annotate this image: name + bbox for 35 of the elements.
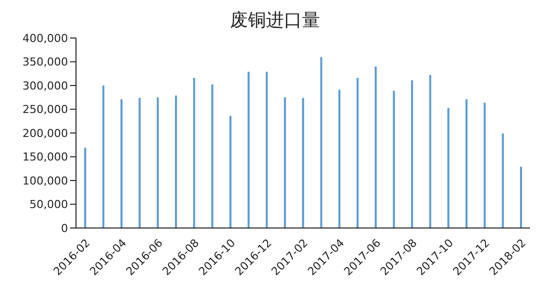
bar (502, 133, 504, 228)
bar (338, 90, 340, 228)
y-tick-label: 200,000 (22, 126, 68, 140)
y-tick-label: 300,000 (22, 79, 68, 92)
bar (302, 98, 304, 228)
y-tick-label: 250,000 (22, 103, 68, 116)
y-tick-label: 50,000 (30, 198, 68, 212)
bar (102, 86, 104, 228)
bar (447, 108, 450, 228)
bar (466, 99, 468, 228)
bar (320, 57, 322, 228)
bar (284, 97, 286, 228)
bar (411, 80, 414, 228)
bar (84, 148, 86, 228)
y-tick-label: 350,000 (22, 56, 68, 69)
bar (520, 166, 522, 228)
y-tick-label: 0 (61, 222, 68, 235)
bar (193, 78, 196, 228)
bar (120, 99, 122, 228)
y-tick-label: 150,000 (22, 150, 68, 164)
bar (156, 97, 159, 228)
bar (392, 90, 395, 228)
bar (356, 78, 359, 228)
chart-title: 废铜进口量 (229, 9, 321, 32)
bar (229, 116, 232, 228)
bar (248, 72, 250, 228)
bar (211, 84, 214, 228)
bar (266, 72, 268, 228)
bar (374, 66, 377, 228)
bar (174, 95, 177, 228)
bar (138, 98, 141, 228)
bar (429, 75, 432, 228)
bar (484, 102, 486, 228)
y-tick-label: 400,000 (22, 32, 68, 45)
y-tick-label: 100,000 (22, 174, 68, 188)
